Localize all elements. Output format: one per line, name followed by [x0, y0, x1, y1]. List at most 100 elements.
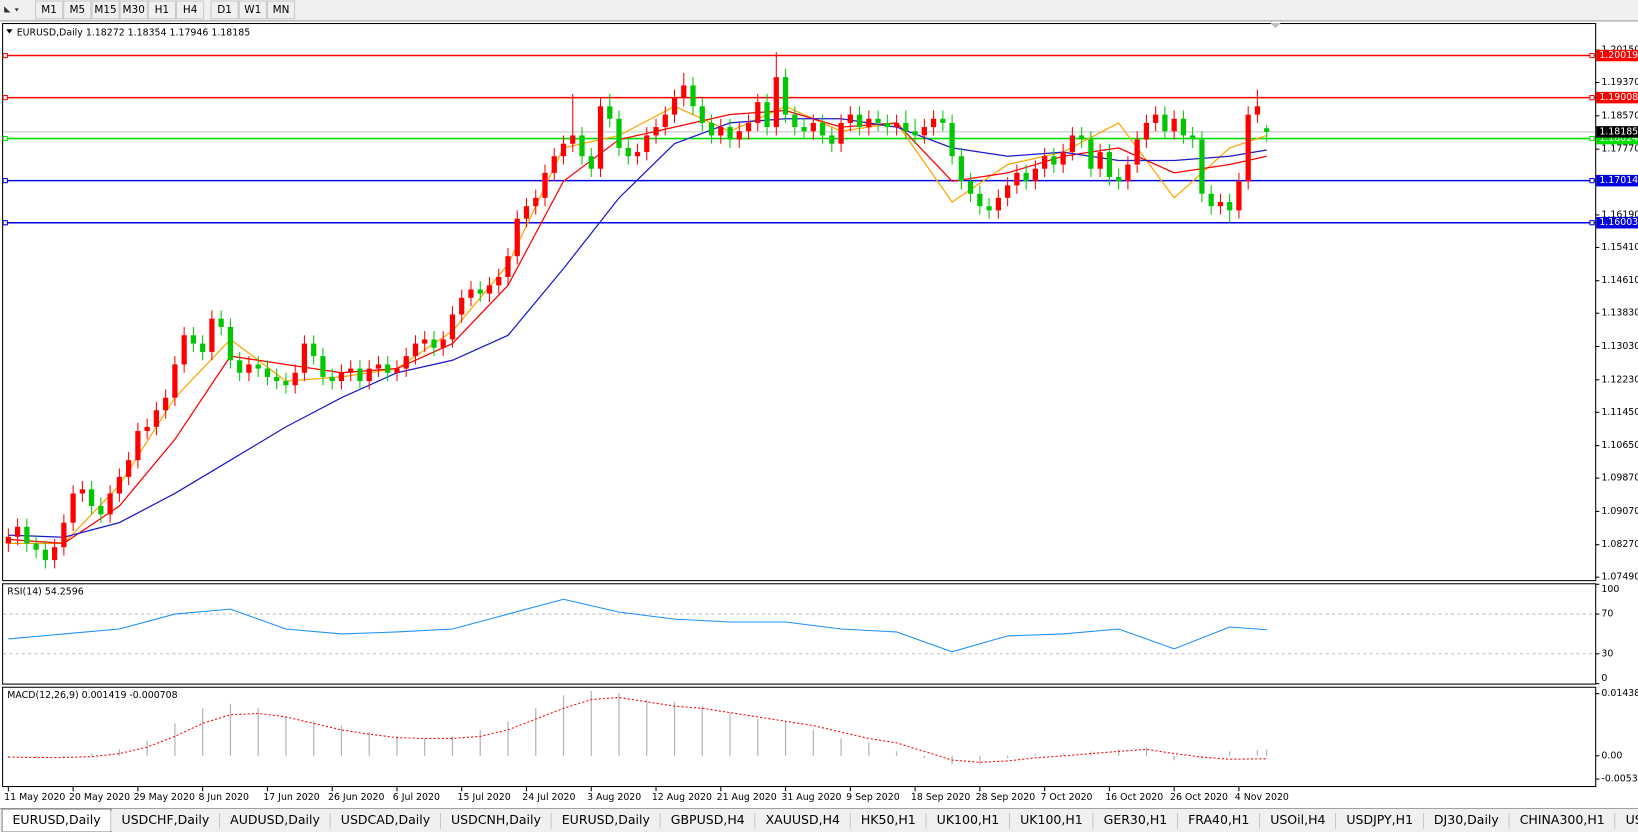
candle-body [671, 97, 678, 115]
period-label[interactable]: M1 [41, 4, 57, 16]
symbol: EURUSD,Daily [17, 27, 84, 38]
high: 1.18354 [128, 27, 167, 38]
period-label[interactable]: M30 [123, 4, 145, 16]
period-label[interactable]: M5 [69, 4, 85, 16]
level-anchor [2, 178, 8, 184]
period-button[interactable] [34, 0, 64, 20]
candle-body [847, 114, 853, 123]
period-label[interactable]: MN [273, 4, 290, 16]
period-button[interactable] [266, 0, 296, 20]
tab-label[interactable]: USOil,H1 [1626, 812, 1638, 827]
candle-body [699, 106, 705, 123]
period-label[interactable]: W1 [244, 4, 261, 16]
tab[interactable] [1335, 811, 1424, 831]
tab[interactable] [440, 811, 552, 831]
tab[interactable] [219, 811, 331, 831]
y-tick-label: 1.08270 [1601, 539, 1638, 550]
candle-body [542, 172, 548, 198]
tab-label[interactable]: GBPUSD,H4 [671, 812, 745, 827]
period-label[interactable]: D1 [217, 4, 232, 16]
tab-label[interactable]: UK100,H1 [1020, 812, 1083, 827]
tab-label[interactable]: EURUSD,Daily [562, 812, 651, 827]
candle-body [5, 536, 11, 544]
candle-body [1134, 139, 1140, 165]
tab-label[interactable]: USDCNH,Daily [451, 812, 541, 827]
period-label[interactable]: H4 [183, 4, 198, 16]
tab[interactable] [755, 811, 851, 831]
tab[interactable] [926, 811, 1010, 831]
candle-body [570, 135, 576, 144]
tab[interactable] [1423, 811, 1510, 831]
x-tick-label: 18 Sep 2020 [911, 792, 971, 803]
tab[interactable] [1009, 811, 1094, 831]
tab-label[interactable]: EURUSD,Daily [13, 812, 102, 827]
x-tick-label: 31 Aug 2020 [781, 792, 841, 803]
candle-body [237, 360, 243, 373]
period-button[interactable] [176, 0, 205, 20]
candle-body [560, 143, 567, 157]
candle-body [1116, 177, 1122, 182]
tab-label[interactable]: HK50,H1 [861, 812, 916, 827]
candle-body [1153, 114, 1159, 123]
tab-label[interactable]: USOil,H4 [1270, 812, 1325, 827]
tab-label[interactable]: FRA40,H1 [1188, 812, 1249, 827]
candle-body [958, 156, 964, 182]
y-tick-label: 1.19370 [1601, 77, 1638, 88]
candle-body [1236, 181, 1242, 211]
tab[interactable] [850, 811, 927, 831]
x-tick-label: 26 Oct 2020 [1170, 792, 1228, 803]
x-tick-label: 17 Jun 2020 [263, 792, 320, 803]
price-pane [2, 22, 1597, 582]
y-tick-label: -0.005396 [1601, 774, 1638, 785]
tab[interactable] [1259, 811, 1336, 831]
candle-body [412, 343, 419, 357]
candle-body [533, 197, 539, 207]
tab[interactable] [1093, 811, 1178, 831]
candle-body [246, 364, 252, 373]
candle-body [338, 372, 345, 382]
tab[interactable] [111, 811, 220, 831]
tab[interactable] [1177, 811, 1260, 831]
candle-body [42, 549, 48, 561]
tab[interactable] [1509, 811, 1616, 831]
tab[interactable] [660, 811, 756, 831]
tab-label[interactable]: USDJPY,H1 [1346, 812, 1413, 827]
tab-label[interactable]: UK100,H1 [937, 812, 1000, 827]
candle-body [625, 147, 631, 157]
period-button[interactable] [91, 0, 120, 20]
candle-body [449, 314, 456, 340]
tab-label[interactable]: GER30,H1 [1104, 812, 1168, 827]
period-label[interactable]: H1 [155, 4, 169, 16]
period-label[interactable]: M15 [94, 4, 116, 16]
candle-body [440, 339, 446, 348]
tab[interactable] [1615, 811, 1638, 831]
candle-body [782, 77, 789, 115]
period-button[interactable] [147, 0, 177, 20]
candle-body [181, 335, 187, 365]
candle-body [1069, 135, 1075, 153]
cursor-icon[interactable] [4, 6, 19, 13]
tab-label[interactable]: AUDUSD,Daily [230, 812, 320, 827]
tab-label[interactable]: USDCAD,Daily [341, 812, 431, 827]
period-button[interactable] [238, 0, 267, 20]
tab-label[interactable]: USDCHF,Daily [122, 812, 210, 827]
level-label: 1.18024 [1599, 133, 1638, 144]
tab-label[interactable]: DJ30,Daily [1434, 812, 1499, 827]
candle-body [1254, 106, 1261, 115]
period-button[interactable] [63, 0, 92, 20]
period-button[interactable] [210, 0, 239, 20]
tab[interactable] [551, 811, 661, 831]
x-tick-label: 6 Jul 2020 [393, 792, 440, 803]
candle-body [283, 381, 289, 386]
tab[interactable] [330, 811, 441, 831]
period-button[interactable] [119, 0, 148, 20]
candle-body [1217, 202, 1224, 207]
candle-body [301, 343, 308, 373]
x-tick-label: 12 Aug 2020 [652, 792, 712, 803]
tab-label[interactable]: CHINA300,H1 [1520, 812, 1605, 827]
candle-body [588, 156, 594, 169]
tab-label[interactable]: XAUUSD,H4 [766, 812, 840, 827]
candle-body [459, 297, 465, 315]
candle-body [940, 118, 946, 123]
